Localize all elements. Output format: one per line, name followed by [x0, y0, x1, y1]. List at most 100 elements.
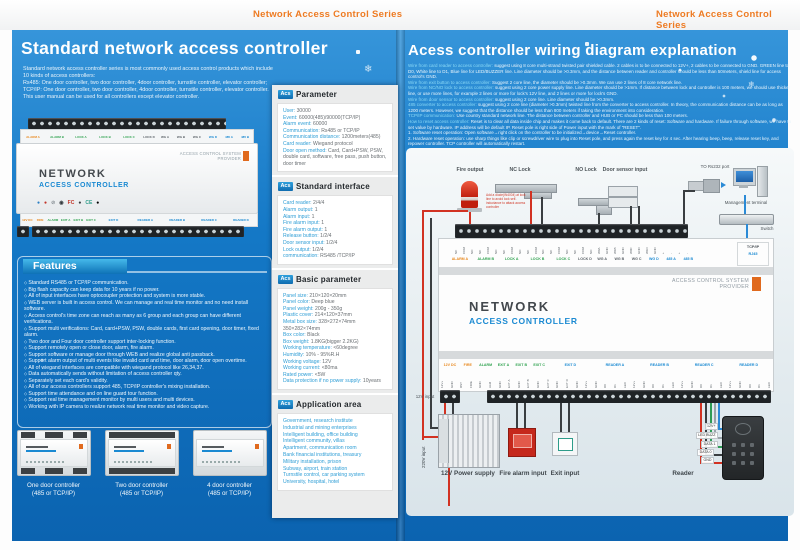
- spec-card: Card reader: 2/4/4 Alarm output: 1 Alarm i…: [277, 195, 393, 265]
- wire-gray-data1: [714, 437, 722, 439]
- application-line: Industrial and mining enterprises: [283, 424, 357, 431]
- terminal-pin-label: D0: [603, 384, 608, 388]
- application-line: Intelligent community, villas: [283, 438, 345, 445]
- section-basic-parameter: Acs Basic parameter Panel size: 210×120×…: [272, 267, 398, 390]
- terminal-group-label: FIRE: [36, 218, 44, 222]
- terminal-group-label: WG C: [631, 257, 642, 261]
- spec-label: Working current:: [283, 365, 321, 372]
- terminal-pin-label: GND: [574, 381, 579, 388]
- controller-faceplate: [195, 439, 264, 467]
- label-management-terminal: Management terminal: [724, 200, 768, 205]
- door-sensor-icon: [608, 186, 638, 197]
- wire-red: [444, 403, 446, 414]
- explanation-lead: Wire from card reader to access controll…: [408, 63, 494, 68]
- terminal-group-label: LOCK B: [99, 134, 111, 139]
- acs-logo-icon: Acs: [278, 182, 293, 192]
- spec-row: Fire alarm input: 1: [283, 220, 387, 227]
- terminal-group-label: 485 B: [240, 134, 249, 139]
- spec-label: User:: [283, 108, 296, 114]
- acs-logo-icon: Acs: [278, 400, 293, 409]
- arrow-icon: [721, 182, 726, 188]
- reader-sensor-ring: [735, 423, 751, 435]
- explanation-text: suggest using 2 core line. Line diameter…: [493, 96, 615, 102]
- door-sensor-icon: [608, 197, 638, 208]
- terminal-group-label: 12V DC: [22, 218, 33, 222]
- page-title-right: Acess controller wiring diagram explanat…: [408, 42, 737, 59]
- terminal-pin-label: -: [668, 253, 673, 254]
- spec-card: Panel size: 210×120×20mm Panel color: Dee…: [277, 287, 393, 390]
- wire-black: [430, 427, 438, 429]
- certification-mark-icon: FC: [67, 200, 75, 206]
- explanation-line: Wire from door sensor to access controll…: [408, 97, 793, 103]
- terminal-group-label: LOCK A: [504, 257, 519, 261]
- brand-subname: ACCESS CONTROLLER: [39, 182, 129, 189]
- features-underline: [127, 271, 267, 273]
- controller-caption: One door controller: [27, 482, 80, 489]
- feature-item: Data automatically sends without limitat…: [24, 371, 268, 378]
- logo-text: PROVIDER: [719, 284, 749, 290]
- caption-exit-input: Exit input: [550, 470, 580, 477]
- terminal-pin-label: 12V+: [728, 380, 733, 388]
- brand-logo: ACCESS CONTROL SYSTEM PROVIDER: [180, 151, 249, 161]
- feature-item: Support multi verifications: Card, card+…: [24, 326, 268, 339]
- wire-black: [452, 403, 454, 414]
- terminal-pin-label: COM: [557, 247, 562, 254]
- spec-row: Lock output: 1/2/4: [283, 247, 387, 254]
- spec-label: Door open method:: [283, 147, 327, 154]
- terminal-pin-label: GND: [478, 381, 483, 388]
- spec-label: Working temperature:: [283, 345, 332, 352]
- terminal-pin-label: 12V+: [584, 380, 589, 388]
- terminal-pin-label: EXT C: [545, 379, 550, 388]
- cert-dots: [113, 461, 154, 463]
- spec-label: Alarm input:: [283, 213, 311, 220]
- spec-value: 210×120×20mm: [309, 292, 347, 299]
- label-fire-output: Fire output: [456, 167, 484, 173]
- spec-value: 60000: [313, 121, 328, 128]
- spec-label: Humidity:: [283, 352, 305, 359]
- terminal-pin-label: COM: [485, 247, 490, 254]
- terminal-pin-label: D0: [651, 384, 656, 388]
- acs-logo-icon: Acs: [278, 90, 293, 99]
- terminal-pin-label: GND: [593, 381, 598, 388]
- spec-value: Deep blue: [311, 299, 335, 306]
- reader-wire-label: DATA 1: [701, 441, 718, 448]
- spec-row: Card reader: 2/4/4: [283, 200, 387, 207]
- logo-mark-icon: [752, 277, 761, 291]
- spec-label: Release button:: [283, 233, 319, 240]
- terminal-pin-label: GND: [516, 381, 521, 388]
- terminal-group-label: WG B: [176, 134, 186, 139]
- intro-line: This user manual can be used for all con…: [23, 94, 200, 100]
- feature-item: WEB server is built in access control. W…: [24, 300, 268, 313]
- spec-label: communication:: [283, 253, 319, 260]
- spec-row: Rated power: <5W: [283, 372, 387, 379]
- faceplate-divider: [439, 267, 773, 275]
- terminal-pin-label: GND: [555, 381, 560, 388]
- spec-label: Fire alarm input:: [283, 220, 320, 227]
- application-line: Turnstile control, car parking system: [283, 472, 365, 479]
- spec-row: Box color: Black: [283, 332, 387, 339]
- spec-value: 12V: [322, 358, 332, 365]
- diagram-controller-body: NC COM NO NC COM NO NC COM NO NC COM NO NC COM NO NC COM…: [438, 238, 774, 392]
- explanation-text: Suggest 2 core line, the diameter should…: [490, 79, 683, 85]
- terminal-group-label: READER D: [233, 218, 249, 222]
- wire-red: [422, 436, 438, 438]
- spec-label: Communication distance:: [283, 134, 341, 141]
- terminal-strip-bottom: [108, 468, 175, 474]
- reader-wire-label: GND: [701, 457, 714, 464]
- terminal-group-label: ALARM A: [451, 257, 469, 261]
- spec-row: Door sensor input: 1/2/4: [283, 240, 387, 247]
- spec-row: Working temperature: <60degree: [283, 345, 387, 352]
- terminal-pin-label: NC: [573, 249, 578, 254]
- spec-value: 1: [324, 226, 328, 233]
- intro-line: Rs485: One door controller, two door con…: [23, 80, 268, 86]
- terminal-pin-label: GND: [449, 381, 454, 388]
- terminal-pin-label: GND: [652, 247, 657, 254]
- section-parameter: Acs Parameter User: 30000 Event: 60000(48…: [272, 87, 398, 173]
- spec-label: Card reader:: [283, 140, 312, 147]
- wire-black: [541, 197, 543, 224]
- explanation-line: 485 converter to access controller: sugg…: [408, 102, 793, 113]
- spec-value: 1/2/4: [312, 246, 324, 253]
- terminal-group-label: WG B: [614, 257, 625, 261]
- feature-item: Standard RS485 or TCP/IP communication.: [24, 280, 268, 287]
- wiring-explanation: Wire from card reader to access controll…: [408, 63, 793, 147]
